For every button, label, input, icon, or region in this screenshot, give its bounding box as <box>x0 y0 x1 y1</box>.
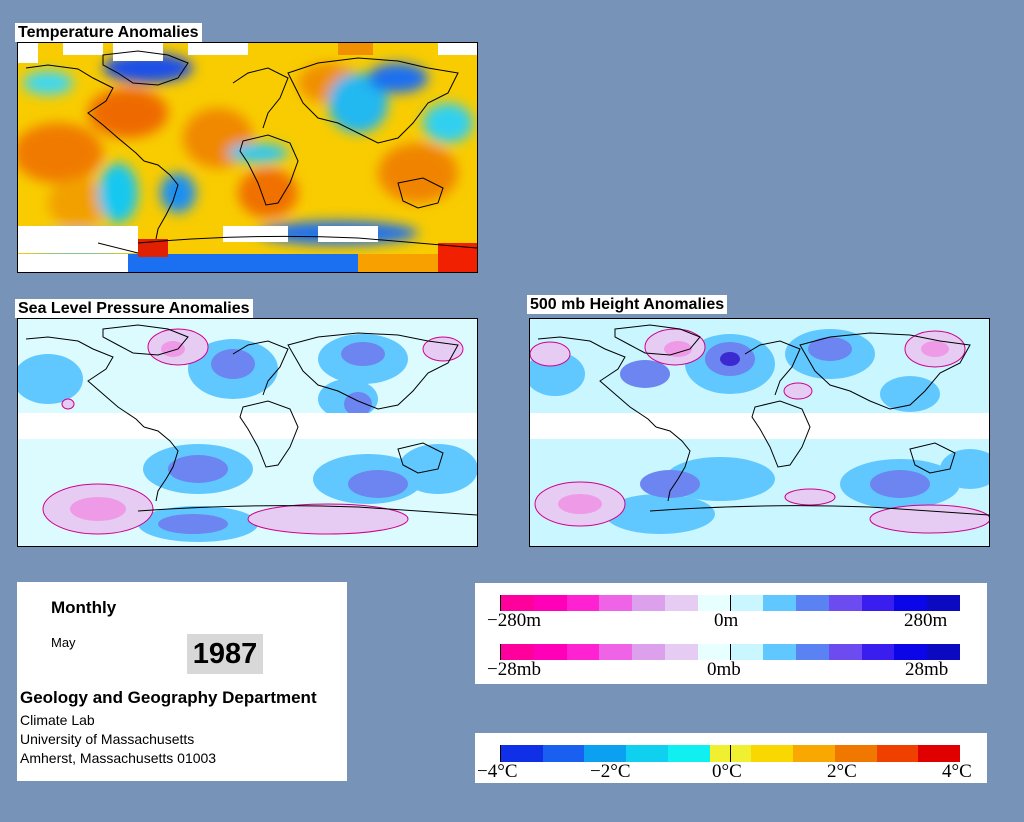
height-colorbar-swatch <box>599 595 633 611</box>
temperature-colorbar-swatch <box>584 745 627 762</box>
temperature-colorbar-swatch <box>626 745 668 762</box>
pressure-colorbar-swatch <box>533 644 567 660</box>
height-colorbar-center-tick <box>730 595 731 611</box>
slp-anomalies-title: Sea Level Pressure Anomalies <box>15 299 253 318</box>
pressure-colorbar-swatch <box>566 644 600 660</box>
pressure-colorbar-swatch <box>894 644 928 660</box>
pressure-min-label: −28mb <box>487 659 541 680</box>
anomaly-legend: −280m 0m 280m −28mb 0mb 28mb <box>475 583 987 684</box>
pressure-colorbar-swatch <box>927 644 960 660</box>
height-colorbar-swatch <box>861 595 895 611</box>
height-colorbar-swatch <box>796 595 829 611</box>
height-colorbar <box>500 595 960 611</box>
height-colorbar-swatch <box>566 595 600 611</box>
lab-label: Climate Lab <box>20 712 95 728</box>
pressure-colorbar-swatch <box>500 644 534 660</box>
temp-label-minus4: −4°C <box>477 761 518 782</box>
temperature-colorbar-swatch <box>793 745 835 762</box>
height-colorbar-swatch <box>632 595 665 611</box>
height-min-label: −280m <box>487 610 541 631</box>
temp-label-4: 4°C <box>942 761 972 782</box>
height-colorbar-swatch <box>730 595 764 611</box>
continent-outlines <box>25 50 477 254</box>
pressure-colorbar-swatch <box>664 644 698 660</box>
temperature-colorbar-swatch <box>667 745 710 762</box>
temperature-colorbar-swatch <box>751 745 794 762</box>
temperature-colorbar <box>500 745 961 762</box>
temperature-colorbar-swatch <box>542 745 585 762</box>
pressure-colorbar-swatch <box>697 644 731 660</box>
university-label: University of Massachusetts <box>20 731 195 747</box>
height-colorbar-swatch <box>927 595 960 611</box>
temp-label-2: 2°C <box>827 761 857 782</box>
pressure-colorbar-swatch <box>632 644 665 660</box>
period-label: Monthly <box>51 598 117 617</box>
temperature-anomaly-map <box>17 42 478 273</box>
pressure-mid-label: 0mb <box>707 659 741 680</box>
pressure-max-label: 28mb <box>905 659 949 680</box>
department-label: Geology and Geography Department <box>20 688 317 707</box>
height-colorbar-swatch <box>828 595 862 611</box>
temperature-colorbar-swatch <box>834 745 877 762</box>
year-label: 1987 <box>187 634 263 674</box>
info-panel: Monthly May 1987 Geology and Geography D… <box>17 582 347 781</box>
address-label: Amherst, Massachusetts 01003 <box>20 750 217 766</box>
height-mid-label: 0m <box>714 610 739 631</box>
slp-anomaly-map <box>17 318 478 547</box>
pressure-colorbar-swatch <box>599 644 633 660</box>
pressure-colorbar-swatch <box>763 644 797 660</box>
height-colorbar-swatch <box>500 595 534 611</box>
height-colorbar-swatch <box>763 595 797 611</box>
pressure-colorbar-swatch <box>828 644 862 660</box>
height-anomaly-map <box>529 318 990 547</box>
month-label: May <box>51 635 76 650</box>
temperature-legend: −4°C −2°C 0°C 2°C 4°C <box>475 733 987 783</box>
temp-label-0: 0°C <box>712 761 742 782</box>
height-colorbar-swatch <box>894 595 928 611</box>
pressure-colorbar <box>500 644 960 660</box>
height-colorbar-swatch <box>664 595 698 611</box>
pressure-colorbar-swatch <box>730 644 764 660</box>
pressure-colorbar-center-tick <box>730 644 731 660</box>
temperature-anomalies-title: Temperature Anomalies <box>15 23 202 42</box>
height-max-label: 280m <box>904 610 948 631</box>
temp-label-minus2: −2°C <box>590 761 631 782</box>
pressure-colorbar-swatch <box>796 644 829 660</box>
temperature-colorbar-swatch <box>918 745 961 762</box>
temperature-colorbar-swatch <box>876 745 919 762</box>
height-colorbar-swatch <box>533 595 567 611</box>
temperature-colorbar-swatch <box>500 745 543 762</box>
temperature-colorbar-center-tick <box>730 745 731 762</box>
height-anomalies-title: 500 mb Height Anomalies <box>527 295 728 314</box>
pressure-colorbar-swatch <box>861 644 895 660</box>
height-colorbar-swatch <box>697 595 731 611</box>
